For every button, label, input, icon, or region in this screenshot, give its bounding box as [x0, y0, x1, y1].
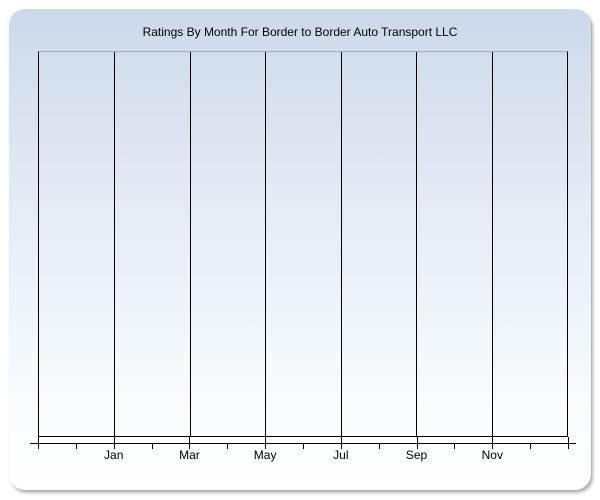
gridline [265, 52, 267, 436]
x-axis-labels: Jan Mar May Jul Sep Nov [38, 448, 568, 464]
chart-title: Ratings By Month For Border to Border Au… [142, 25, 458, 39]
plot-area [38, 51, 568, 437]
x-axis-line [30, 443, 576, 444]
x-axis-tick-label: Mar [179, 448, 200, 462]
x-axis-tick-label: May [253, 448, 277, 462]
x-axis-tick-label: Jul [333, 448, 349, 462]
x-axis-tick-label: Sep [405, 448, 428, 462]
x-axis-tick-label: Jan [104, 448, 124, 462]
gridline [114, 52, 116, 436]
gridline-layer [39, 52, 567, 436]
gridline [189, 52, 191, 436]
gridline [491, 52, 493, 436]
x-axis-tick-label: Nov [481, 448, 503, 462]
chart-panel: Ratings By Month For Border to Border Au… [9, 9, 591, 490]
gridline [416, 52, 418, 436]
gridline [340, 52, 342, 436]
